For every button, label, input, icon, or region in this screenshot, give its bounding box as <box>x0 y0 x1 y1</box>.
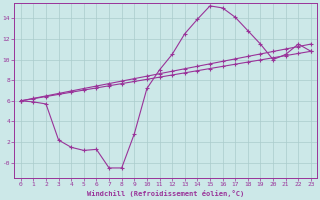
X-axis label: Windchill (Refroidissement éolien,°C): Windchill (Refroidissement éolien,°C) <box>87 190 244 197</box>
